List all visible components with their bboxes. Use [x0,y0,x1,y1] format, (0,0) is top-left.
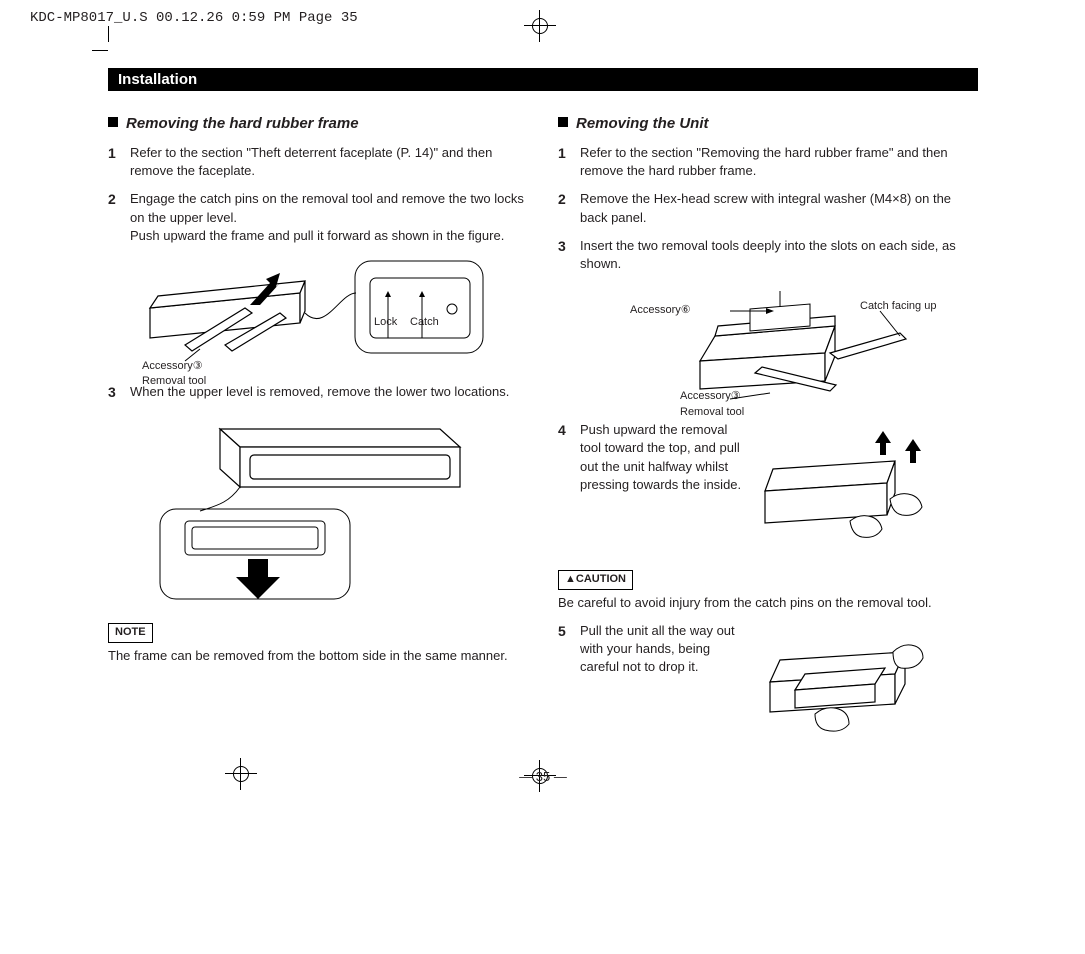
left-column: Removing the hard rubber frame 1 Refer t… [108,113,528,757]
right-column: Removing the Unit 1 Refer to the section… [558,113,978,757]
step-number: 3 [108,383,116,403]
note-label: NOTE [108,623,153,642]
step-item: 4 Push upward the removal tool toward th… [558,421,978,556]
page-number: — 35 — [108,769,978,784]
square-bullet-icon [108,117,118,127]
figure-pull-out [755,622,925,747]
step-item: 2 Engage the catch pins on the removal t… [108,190,528,373]
step-number: 1 [558,144,566,164]
left-heading-text: Removing the hard rubber frame [126,115,359,132]
figure-push-upward [755,421,925,556]
right-heading-text: Removing the Unit [576,115,709,132]
fig-caption-catch: Catch [410,315,439,330]
right-subheading: Removing the Unit [558,113,978,134]
figure-remove-frame-lower [130,409,528,609]
step-item: 1 Refer to the section "Removing the har… [558,144,978,180]
step-text: Remove the Hex-head screw with integral … [580,191,951,224]
step-text: Pull the unit all the way out with your … [580,622,745,747]
step-item: 2 Remove the Hex-head screw with integra… [558,190,978,226]
crop-mark [92,50,108,51]
fig-caption-accessory3: Accessory③ Removal tool [680,389,744,420]
caution-text: Be careful to avoid injury from the catc… [558,594,978,612]
step-item: 3 Insert the two removal tools deeply in… [558,237,978,411]
step-number: 2 [108,190,116,210]
caution-label: ▲CAUTION [558,570,633,589]
square-bullet-icon [558,117,568,127]
left-subheading: Removing the hard rubber frame [108,113,528,134]
step-text: Insert the two removal tools deeply into… [580,238,956,271]
step-text: Refer to the section "Theft deterrent fa… [130,145,492,178]
step-number: 4 [558,421,566,441]
step-text: Refer to the section "Removing the hard … [580,145,948,178]
fig-caption-accessory6: Accessory⑥ [630,303,691,318]
page-content: Installation Removing the hard rubber fr… [108,50,978,784]
fig-caption-catch-facing: Catch facing up [860,299,936,314]
step-item: 1 Refer to the section "Theft deterrent … [108,144,528,180]
section-title-bar: Installation [108,68,978,91]
step-number: 2 [558,190,566,210]
note-text: The frame can be removed from the bottom… [108,647,528,665]
step-number: 5 [558,622,566,642]
step-text: When the upper level is removed, remove … [130,384,509,399]
fig-caption-lock: Lock [374,315,397,330]
figure-remove-frame-upper: Accessory③ Removal tool Lock Catch [130,253,528,373]
step-text: Engage the catch pins on the removal too… [130,191,524,242]
step-number: 1 [108,144,116,164]
step-item: 5 Pull the unit all the way out with you… [558,622,978,747]
crop-mark [108,26,109,42]
step-item: 3 When the upper level is removed, remov… [108,383,528,609]
figure-insert-tools: Accessory⑥ Catch facing up Accessory③ Re… [580,281,978,411]
step-number: 3 [558,237,566,257]
step-text: Push upward the removal tool toward the … [580,421,745,556]
registration-mark-icon [524,10,556,42]
